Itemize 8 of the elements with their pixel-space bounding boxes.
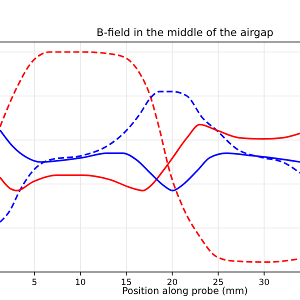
x-tick-label: 15 [120, 278, 132, 288]
x-tick-label: 25 [212, 278, 224, 288]
x-tick-label: 10 [74, 278, 86, 288]
x-tick-label: 5 [32, 278, 38, 288]
x-tick-label: 20 [166, 278, 178, 288]
chart-title: B-field in the middle of the airgap [96, 27, 274, 39]
x-tick-label: 30 [258, 278, 270, 288]
x-axis-title: Position along probe (mm) [122, 286, 248, 297]
